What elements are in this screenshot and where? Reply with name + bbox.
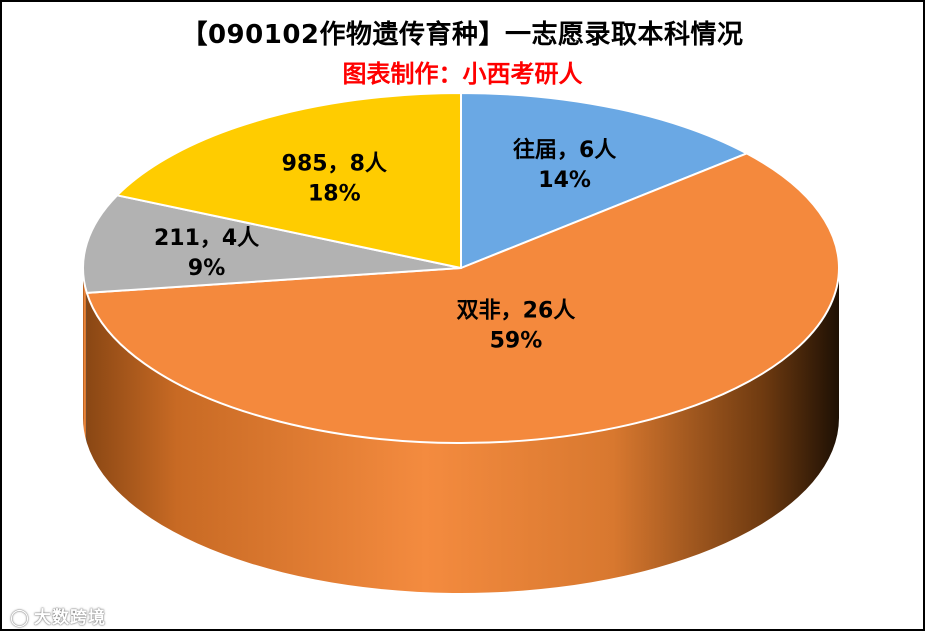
pie-side-2: [83, 268, 87, 443]
slice-label-percent-2: 9%: [188, 256, 225, 281]
slice-label-percent-1: 59%: [490, 329, 543, 354]
label-layer: 往届，6人 14% 双非，26人 59% 211，4人 9% 985，8人 18%: [154, 137, 616, 354]
slice-label-percent-0: 14%: [538, 168, 591, 193]
pie-slice-1: [85, 152, 840, 444]
slice-label-3: 985，8人 18%: [282, 152, 387, 207]
slice-label-0: 往届，6人 14%: [513, 137, 616, 193]
logo-icon: ◯: [10, 608, 31, 628]
chart-subtitle: 图表制作：小西考研人: [342, 60, 583, 88]
pie-slice-3: [116, 92, 462, 269]
slice-label-name-3: 985，8人: [282, 152, 387, 177]
slice-label-name-1: 双非，26人: [457, 299, 576, 324]
pie-side-1: [86, 268, 840, 593]
slice-label-name-0: 往届，6人: [513, 137, 616, 163]
pie-slice-0: [460, 92, 748, 269]
pie-layer: [82, 92, 840, 593]
chart-title: 【090102作物遗传育种】一志愿录取本科情况: [181, 20, 744, 50]
slice-label-2: 211，4人 9%: [154, 226, 259, 281]
pie-slice-2: [82, 194, 462, 294]
slice-label-percent-3: 18%: [308, 182, 361, 207]
watermark-text: 大数跨境: [34, 608, 107, 628]
slice-label-name-2: 211，4人: [154, 226, 259, 251]
watermark: ◯ 大数跨境: [10, 603, 106, 628]
slice-label-1: 双非，26人 59%: [457, 299, 576, 354]
